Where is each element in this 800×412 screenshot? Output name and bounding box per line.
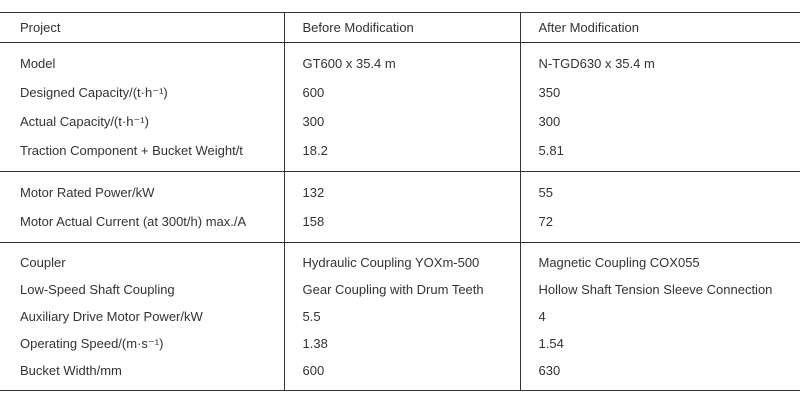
column-header-project: Project	[0, 12, 284, 43]
cell-project: Designed Capacity/(t·h⁻¹)	[20, 84, 168, 100]
cell-after: 72	[519, 207, 800, 243]
cell-before: 300	[283, 107, 520, 136]
cell-project: Motor Rated Power/kW	[20, 185, 155, 200]
cell-after: 350	[519, 78, 800, 107]
cell-project: Actual Capacity/(t·h⁻¹)	[20, 113, 149, 129]
cell-project: Bucket Width/mm	[20, 363, 122, 378]
cell-project: Operating Speed/(m·s⁻¹)	[20, 335, 164, 351]
cell-before: 5.5	[283, 303, 520, 330]
cell-after: 55	[519, 171, 800, 207]
table-header: Project Before Modification After Modifi…	[0, 12, 800, 43]
cell-after: 630	[519, 357, 800, 391]
cell-after: 300	[519, 107, 800, 136]
cell-before: Gear Coupling with Drum Teeth	[283, 276, 520, 303]
cell-project: Traction Component + Bucket Weight/t	[20, 143, 243, 158]
table-group-motor: Motor Rated Power/kW 132 55 Motor Actual…	[0, 171, 800, 243]
table-row-low-speed-shaft-coupling: Low-Speed Shaft Coupling Gear Coupling w…	[0, 276, 800, 303]
table-group-capacity: Model GT600 x 35.4 m N-TGD630 x 35.4 m D…	[0, 42, 800, 172]
cell-before: Hydraulic Coupling YOXm-500	[283, 242, 520, 276]
table-row-actual-capacity: Actual Capacity/(t·h⁻¹) 300 300	[0, 107, 800, 136]
cell-before: 1.38	[283, 330, 520, 357]
table-row-coupler: Coupler Hydraulic Coupling YOXm-500 Magn…	[0, 242, 800, 276]
cell-project: Low-Speed Shaft Coupling	[20, 282, 175, 297]
table-row-model: Model GT600 x 35.4 m N-TGD630 x 35.4 m	[0, 42, 800, 78]
table-row-motor-rated-power: Motor Rated Power/kW 132 55	[0, 171, 800, 207]
table-row-auxiliary-drive-motor-power: Auxiliary Drive Motor Power/kW 5.5 4	[0, 303, 800, 330]
column-header-after-modification: After Modification	[519, 12, 800, 43]
cell-project: Auxiliary Drive Motor Power/kW	[20, 309, 203, 324]
table-row-operating-speed: Operating Speed/(m·s⁻¹) 1.38 1.54	[0, 330, 800, 357]
cell-project: Coupler	[20, 255, 66, 270]
modification-comparison-table: Project Before Modification After Modifi…	[0, 12, 800, 391]
cell-project: Motor Actual Current (at 300t/h) max./A	[20, 214, 247, 229]
table-row-traction-weight: Traction Component + Bucket Weight/t 18.…	[0, 136, 800, 172]
cell-after: 4	[519, 303, 800, 330]
cell-after: Hollow Shaft Tension Sleeve Connection	[519, 276, 800, 303]
cell-before: 158	[283, 207, 520, 243]
cell-before: 18.2	[283, 136, 520, 172]
table-row-bucket-width: Bucket Width/mm 600 630	[0, 357, 800, 391]
table-group-drive: Coupler Hydraulic Coupling YOXm-500 Magn…	[0, 242, 800, 391]
table-row-designed-capacity: Designed Capacity/(t·h⁻¹) 600 350	[0, 78, 800, 107]
cell-before: 600	[283, 78, 520, 107]
cell-before: 600	[283, 357, 520, 391]
cell-after: 1.54	[519, 330, 800, 357]
cell-before: GT600 x 35.4 m	[283, 42, 520, 78]
cell-project: Model	[20, 56, 56, 71]
table-row-motor-actual-current: Motor Actual Current (at 300t/h) max./A …	[0, 207, 800, 243]
cell-after: Magnetic Coupling COX055	[519, 242, 800, 276]
column-header-before-modification: Before Modification	[283, 12, 520, 43]
cell-after: 5.81	[519, 136, 800, 172]
cell-before: 132	[283, 171, 520, 207]
cell-after: N-TGD630 x 35.4 m	[519, 42, 800, 78]
header-row: Project Before Modification After Modifi…	[0, 12, 800, 43]
